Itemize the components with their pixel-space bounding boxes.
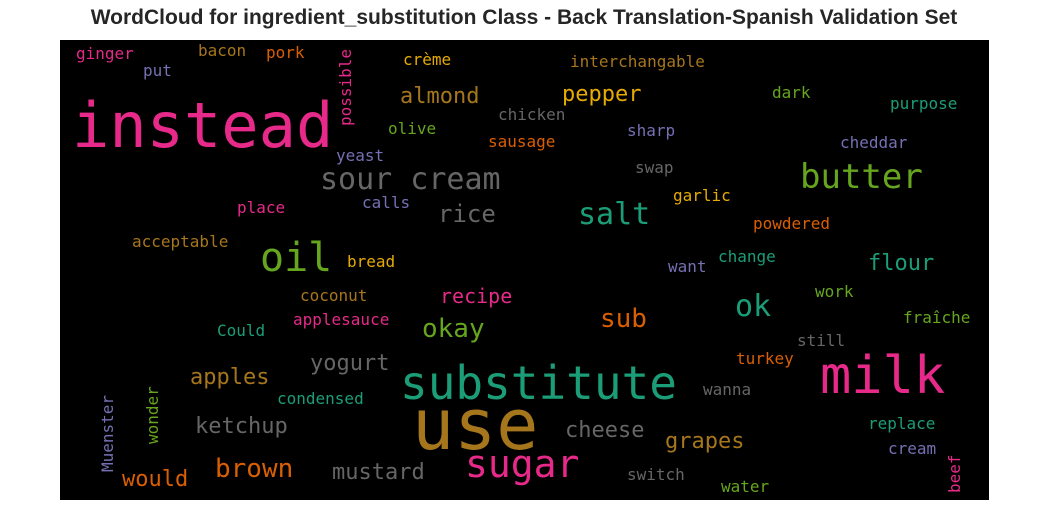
word-possible: possible — [336, 48, 355, 126]
word-ketchup: ketchup — [195, 414, 288, 439]
word-work: work — [815, 282, 854, 301]
word-bacon: bacon — [198, 41, 247, 60]
word-acceptable: acceptable — [132, 232, 229, 251]
word-okay: okay — [422, 314, 485, 344]
word-water: water — [721, 477, 770, 496]
word-recipe: recipe — [440, 284, 513, 308]
word-replace: replace — [868, 414, 936, 433]
figure-title: WordCloud for ingredient_substitution Cl… — [90, 6, 958, 29]
word-grapes: grapes — [665, 429, 745, 454]
word-rice: rice — [438, 200, 496, 228]
word-interchangable: interchangable — [570, 52, 705, 71]
word-ok: ok — [735, 289, 772, 324]
word-put: put — [143, 61, 172, 80]
word-want: want — [668, 257, 707, 276]
word-coconut: coconut — [300, 286, 368, 305]
word-butter: butter — [800, 157, 923, 197]
word-almond: almond — [400, 84, 480, 109]
word-mustard: mustard — [332, 460, 425, 485]
word-flour: flour — [868, 251, 935, 276]
word-cream: cream — [888, 439, 937, 458]
word-sugar: sugar — [465, 442, 580, 486]
word-sharp: sharp — [627, 121, 676, 140]
word-ginger: ginger — [76, 44, 134, 63]
word-substitute: substitute — [400, 356, 677, 410]
word-applesauce: applesauce — [293, 310, 390, 329]
word-cheddar: cheddar — [840, 133, 908, 152]
word-still: still — [797, 331, 846, 350]
word-bread: bread — [347, 252, 396, 271]
word-sub: sub — [600, 304, 647, 334]
word-milk: milk — [820, 346, 946, 406]
word-place: place — [237, 198, 286, 217]
word-olive: olive — [388, 119, 437, 138]
word-wonder: wonder — [143, 386, 162, 444]
word-would: would — [122, 467, 189, 492]
word-use: use — [412, 384, 539, 466]
word-pork: pork — [266, 43, 305, 62]
word-garlic: garlic — [673, 186, 731, 205]
word-calls: calls — [362, 193, 411, 212]
wordcloud-canvas: instead use substitute milk sugar butter oil so… — [60, 40, 989, 500]
word-sausage: sausage — [488, 132, 556, 151]
word-cr-me: crème — [403, 50, 452, 69]
word-beef: beef — [945, 454, 964, 493]
word-oil: oil — [260, 235, 333, 281]
word-could: Could — [217, 321, 266, 340]
word-sour-cream: sour cream — [320, 162, 501, 197]
word-purpose: purpose — [890, 94, 958, 113]
word-brown: brown — [215, 454, 294, 484]
word-salt: salt — [578, 197, 651, 232]
word-muenster: Muenster — [98, 394, 117, 472]
word-pepper: pepper — [562, 82, 642, 107]
word-cheese: cheese — [565, 418, 645, 443]
word-wanna: wanna — [703, 380, 752, 399]
word-apples: apples — [190, 365, 270, 390]
word-chicken: chicken — [498, 105, 566, 124]
word-condensed: condensed — [277, 389, 364, 408]
word-turkey: turkey — [736, 349, 794, 368]
word-dark: dark — [772, 83, 811, 102]
word-powdered: powdered — [753, 214, 831, 233]
word-yogurt: yogurt — [310, 351, 390, 376]
word-yeast: yeast — [336, 146, 385, 165]
word-switch: switch — [627, 465, 685, 484]
word-change: change — [718, 247, 776, 266]
word-instead: instead — [72, 89, 334, 162]
word-swap: swap — [635, 158, 674, 177]
word-fra-che: fraîche — [903, 308, 971, 327]
